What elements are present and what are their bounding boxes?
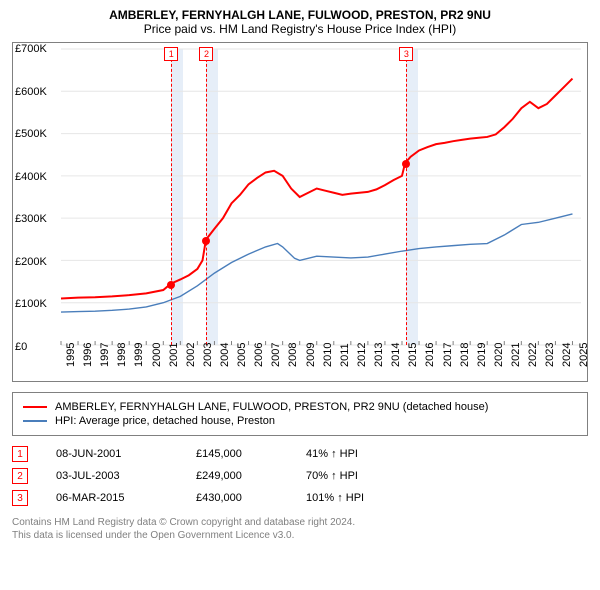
x-tick-label: 1999 [133, 343, 145, 367]
x-tick-label: 2001 [168, 343, 180, 367]
x-tick-label: 2016 [424, 343, 436, 367]
marker-badge: 2 [12, 468, 28, 484]
y-tick-label: £500K [15, 128, 47, 140]
event-line [171, 49, 172, 345]
y-tick-label: £0 [15, 341, 27, 353]
footer-attribution: Contains HM Land Registry data © Crown c… [12, 516, 588, 542]
x-tick-label: 2012 [356, 343, 368, 367]
legend-swatch [23, 406, 47, 408]
marker-pct: 101% ↑ HPI [306, 492, 364, 504]
event-dot [202, 237, 210, 245]
x-tick-label: 2017 [442, 343, 454, 367]
x-tick-label: 2023 [544, 343, 556, 367]
x-tick-label: 2008 [287, 343, 299, 367]
x-tick-label: 2013 [373, 343, 385, 367]
chart-title: AMBERLEY, FERNYHALGH LANE, FULWOOD, PRES… [12, 8, 588, 22]
legend-label: HPI: Average price, detached house, Pres… [55, 415, 275, 427]
x-tick-label: 2006 [253, 343, 265, 367]
marker-date: 03-JUL-2003 [56, 470, 196, 482]
x-tick-label: 1998 [116, 343, 128, 367]
legend-label: AMBERLEY, FERNYHALGH LANE, FULWOOD, PRES… [55, 401, 488, 413]
y-tick-label: £200K [15, 256, 47, 268]
legend-swatch [23, 420, 47, 422]
marker-pct: 70% ↑ HPI [306, 470, 358, 482]
x-tick-label: 1997 [99, 343, 111, 367]
footer-line-1: Contains HM Land Registry data © Crown c… [12, 516, 588, 529]
x-tick-label: 2002 [185, 343, 197, 367]
event-badge: 2 [199, 47, 213, 61]
event-badge: 3 [399, 47, 413, 61]
event-badge: 1 [164, 47, 178, 61]
y-tick-label: £600K [15, 86, 47, 98]
legend-row: HPI: Average price, detached house, Pres… [23, 415, 577, 427]
series-hpi [61, 214, 572, 312]
x-tick-label: 2018 [459, 343, 471, 367]
marker-badge: 3 [12, 490, 28, 506]
chart-area: 1 2 3 £0 £100K £200K £300K £400K £500K £600K £700… [12, 42, 588, 382]
x-tick-label: 2003 [202, 343, 214, 367]
x-tick-label: 2011 [339, 343, 351, 367]
plot-region: 1 2 3 [61, 49, 581, 345]
event-line [206, 49, 207, 345]
x-tick-label: 2010 [322, 343, 334, 367]
x-tick-label: 1995 [65, 343, 77, 367]
marker-price: £145,000 [196, 448, 306, 460]
x-tick-label: 2009 [305, 343, 317, 367]
marker-date: 06-MAR-2015 [56, 492, 196, 504]
x-tick-label: 2000 [151, 343, 163, 367]
x-tick-label: 2024 [561, 343, 573, 367]
event-dot [167, 281, 175, 289]
marker-row: 2 03-JUL-2003£249,00070% ↑ HPI [12, 468, 588, 484]
x-tick-label: 2021 [510, 343, 522, 367]
footer-line-2: This data is licensed under the Open Gov… [12, 529, 588, 542]
x-tick-label: 2019 [476, 343, 488, 367]
x-tick-label: 2007 [270, 343, 282, 367]
x-tick-label: 2014 [390, 343, 402, 367]
chart-container: AMBERLEY, FERNYHALGH LANE, FULWOOD, PRES… [0, 0, 600, 590]
y-tick-label: £400K [15, 171, 47, 183]
marker-date: 08-JUN-2001 [56, 448, 196, 460]
x-tick-label: 2025 [578, 343, 590, 367]
x-tick-label: 2015 [407, 343, 419, 367]
series-property [61, 79, 572, 299]
x-tick-label: 1996 [82, 343, 94, 367]
marker-row: 3 06-MAR-2015£430,000101% ↑ HPI [12, 490, 588, 506]
marker-pct: 41% ↑ HPI [306, 448, 358, 460]
legend: AMBERLEY, FERNYHALGH LANE, FULWOOD, PRES… [12, 392, 588, 436]
marker-price: £249,000 [196, 470, 306, 482]
legend-row: AMBERLEY, FERNYHALGH LANE, FULWOOD, PRES… [23, 401, 577, 413]
marker-badge: 1 [12, 446, 28, 462]
markers-table: 1 08-JUN-2001£145,00041% ↑ HPI 2 03-JUL-200… [12, 446, 588, 506]
y-tick-label: £300K [15, 213, 47, 225]
marker-row: 1 08-JUN-2001£145,00041% ↑ HPI [12, 446, 588, 462]
x-tick-label: 2022 [527, 343, 539, 367]
x-tick-label: 2005 [236, 343, 248, 367]
chart-subtitle: Price paid vs. HM Land Registry's House … [12, 22, 588, 36]
event-line [406, 49, 407, 345]
event-dot [402, 160, 410, 168]
y-tick-label: £700K [15, 43, 47, 55]
y-tick-label: £100K [15, 298, 47, 310]
x-tick-label: 2020 [493, 343, 505, 367]
x-tick-label: 2004 [219, 343, 231, 367]
marker-price: £430,000 [196, 492, 306, 504]
chart-svg [61, 49, 581, 345]
